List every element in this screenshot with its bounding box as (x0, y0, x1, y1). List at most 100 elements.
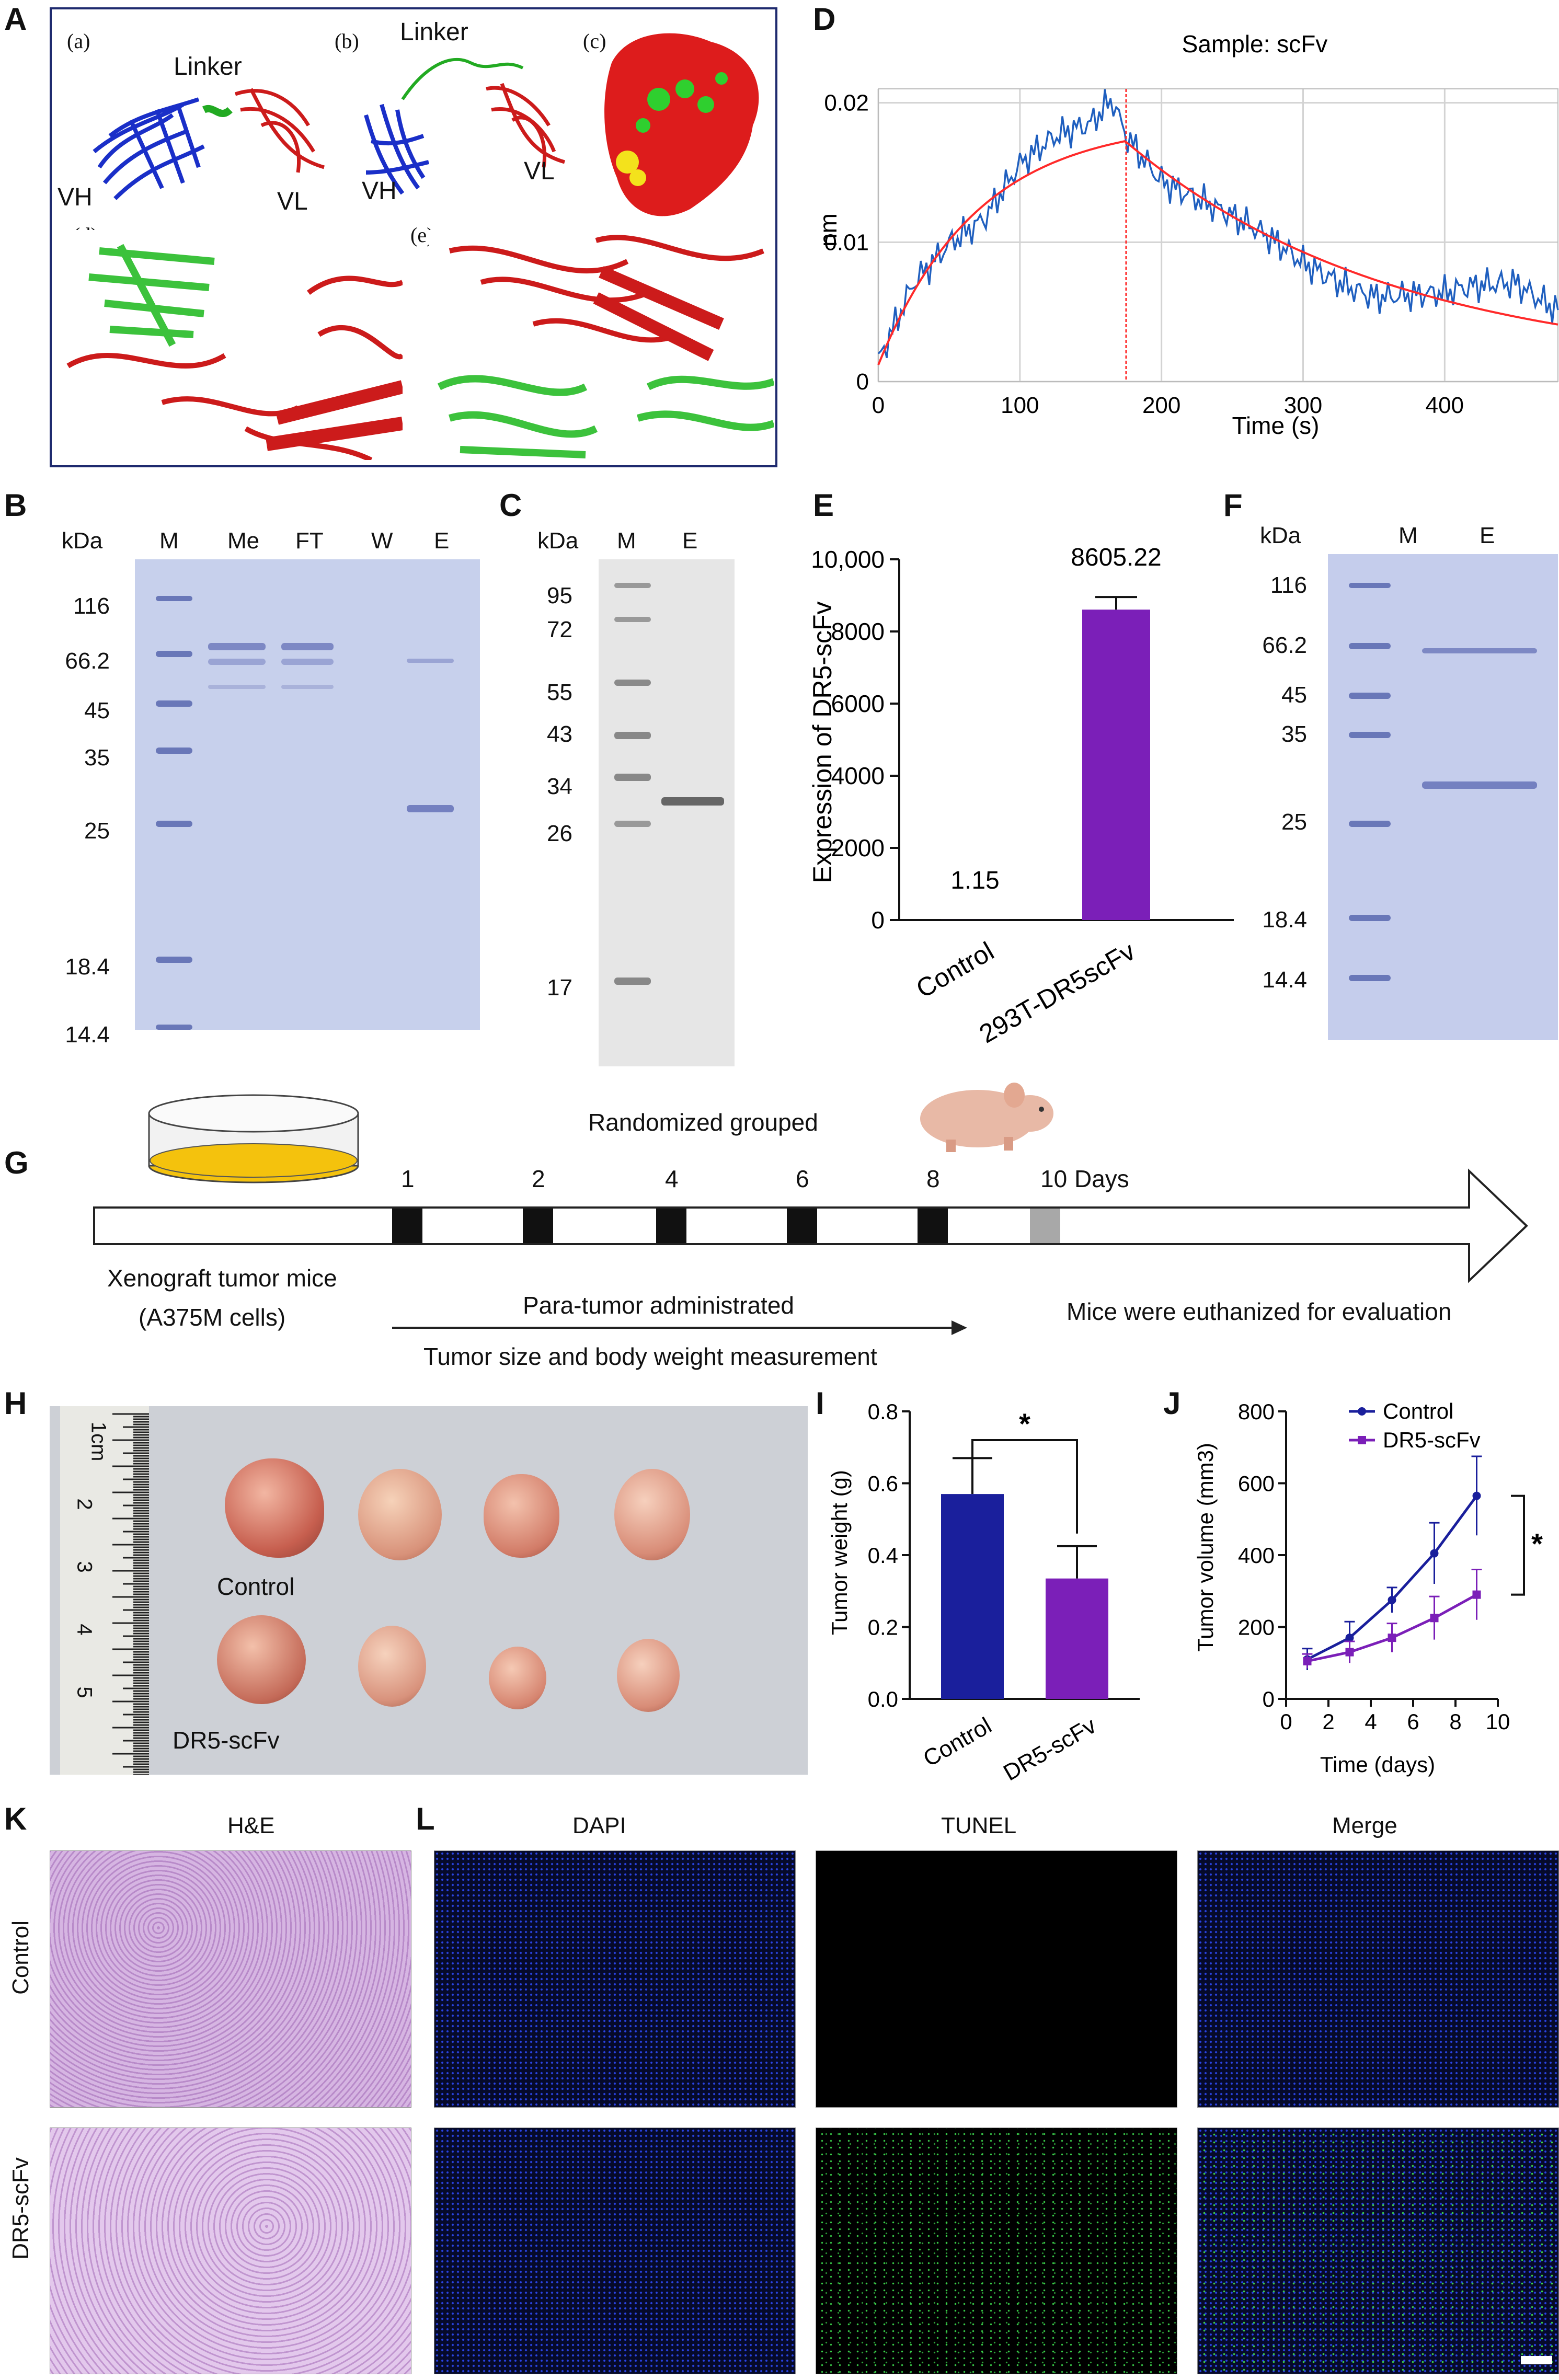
marker-label: 35 (84, 745, 110, 771)
chart-i: Tumor weight (g) 0.0 0.2 0.4 0.6 0.8 Control D… (827, 1401, 1140, 1786)
kda-label-f: kDa (1260, 523, 1301, 548)
value-label: 8605.22 (1071, 544, 1162, 571)
merge-control-image (1197, 1850, 1559, 2108)
y-tick-label: 0.01 (824, 229, 869, 255)
marker-label: 43 (547, 721, 572, 747)
tunel-control-image (816, 1850, 1177, 2108)
sensorgram-line (877, 89, 1559, 358)
marker-label: 116 (1270, 572, 1307, 598)
euthanized-label: Mice were euthanized for evaluation (1067, 1298, 1452, 1325)
y-tick-label: 200 (1238, 1615, 1275, 1640)
marker-label: 34 (547, 774, 572, 799)
lane-label: W (371, 528, 393, 554)
panel-label-c: C (499, 488, 522, 523)
chart-j-xlabel: Time (days) (1320, 1752, 1435, 1777)
lane-label: M (1398, 523, 1418, 548)
scfv-structure-icon (364, 58, 565, 195)
category-label: 293T-DR5scFv (975, 936, 1140, 1049)
chart-i-ylabel: Tumor weight (g) (827, 1470, 852, 1635)
y-tick-label: 600 (1238, 1471, 1275, 1496)
y-tick-label: 800 (1238, 1399, 1275, 1424)
bar (1082, 610, 1150, 920)
linker-label-b: Linker (400, 18, 468, 46)
x-tick-label: 200 (1142, 393, 1180, 418)
lane-label: Me (227, 528, 260, 554)
x-tick-label: 400 (1426, 393, 1464, 418)
gel-f (1328, 554, 1558, 1040)
y-tick-label: 0 (871, 906, 885, 934)
chart-j-ylabel: Tumor volume (mm3) (1193, 1443, 1218, 1652)
panel-label-d: D (813, 2, 836, 37)
linker-label-a: Linker (174, 53, 242, 81)
tumor-treated-4 (617, 1639, 680, 1712)
row-label-control: Control (8, 1921, 33, 1995)
ruler-label: 1cm (87, 1421, 110, 1462)
he-treated-image (50, 2128, 411, 2374)
marker-label: 95 (547, 583, 572, 608)
panel-label-b: B (4, 488, 27, 523)
surface-model-icon (604, 33, 759, 216)
data-point (1472, 1491, 1481, 1500)
dapi-treated-image (434, 2128, 796, 2374)
y-tick-label: 0 (856, 369, 869, 395)
lane-label: E (1480, 523, 1495, 548)
marker-label: 55 (547, 680, 572, 705)
panel-a-frame (50, 7, 777, 467)
y-tick-label: 0.02 (824, 90, 869, 116)
y-tick-label: 0.6 (868, 1471, 898, 1496)
culture-dish-icon (148, 1094, 359, 1183)
tumor-control-4 (614, 1469, 690, 1560)
kda-label-b: kDa (62, 528, 103, 554)
data-point (1388, 1634, 1396, 1642)
x-tick-label: 100 (1001, 393, 1039, 418)
y-tick-label: 4000 (831, 762, 885, 789)
tumor-photo: 1cm 2 3 4 5 Control DR5-scFv (50, 1406, 808, 1775)
tumor-control-1 (225, 1458, 324, 1558)
tumor-control-2 (358, 1469, 442, 1560)
lane-label: M (617, 528, 636, 554)
y-tick-label: 0.0 (868, 1687, 898, 1711)
para-arrow (392, 1320, 967, 1335)
col-label-dapi: DAPI (572, 1813, 626, 1838)
significance-bracket (971, 1439, 1078, 1534)
x-tick-label: 2 (1322, 1709, 1334, 1734)
bar (1046, 1578, 1108, 1699)
marker-label: 72 (547, 617, 572, 642)
marker-label: 18.4 (65, 954, 110, 980)
lane-label: FT (295, 528, 324, 554)
row-label-treated: DR5-scFv (8, 2157, 33, 2260)
fit-line (877, 140, 1558, 365)
x-tick-label: 0 (872, 393, 885, 418)
timeline-day: 6 (796, 1165, 809, 1192)
x-tick-label: 0 (1280, 1709, 1292, 1734)
tumor-treated-1 (217, 1615, 306, 1704)
y-tick-label: 8000 (831, 618, 885, 645)
sub-label-b: (b) (335, 29, 359, 53)
category-label: Control (911, 936, 999, 1004)
significance-mark: * (1531, 1527, 1543, 1560)
y-tick-label: 400 (1238, 1543, 1275, 1568)
bar (941, 1494, 1004, 1699)
chart-d-title: Sample: scFv (1182, 30, 1328, 58)
panel-label-k: K (4, 1801, 27, 1836)
legend-marker (1358, 1407, 1366, 1416)
x-tick-label: 10 (1486, 1709, 1510, 1734)
tumor-treated-2 (358, 1626, 426, 1707)
vl-label-a: VL (277, 188, 308, 215)
significance-mark: * (1019, 1407, 1030, 1440)
tunel-treated-image (816, 2128, 1177, 2374)
gel-b (135, 559, 480, 1030)
marker-label: 35 (1281, 721, 1307, 747)
y-tick-label: 0 (1263, 1687, 1275, 1711)
chart-e: Expression of DR5-scFv 0 2000 4000 6000 8000… (808, 544, 1234, 1049)
para-label: Para-tumor administrated (523, 1292, 794, 1319)
days-label: Days (1074, 1165, 1129, 1192)
marker-label: 66.2 (65, 648, 110, 674)
x-tick-label: 6 (1407, 1709, 1419, 1734)
ruler-label: 3 (73, 1561, 96, 1573)
tumor-control-3 (484, 1474, 559, 1558)
y-tick-label: 0.2 (868, 1615, 898, 1640)
data-point (1430, 1614, 1439, 1623)
panel-label-j: J (1163, 1386, 1181, 1421)
lane-label: E (682, 528, 698, 554)
